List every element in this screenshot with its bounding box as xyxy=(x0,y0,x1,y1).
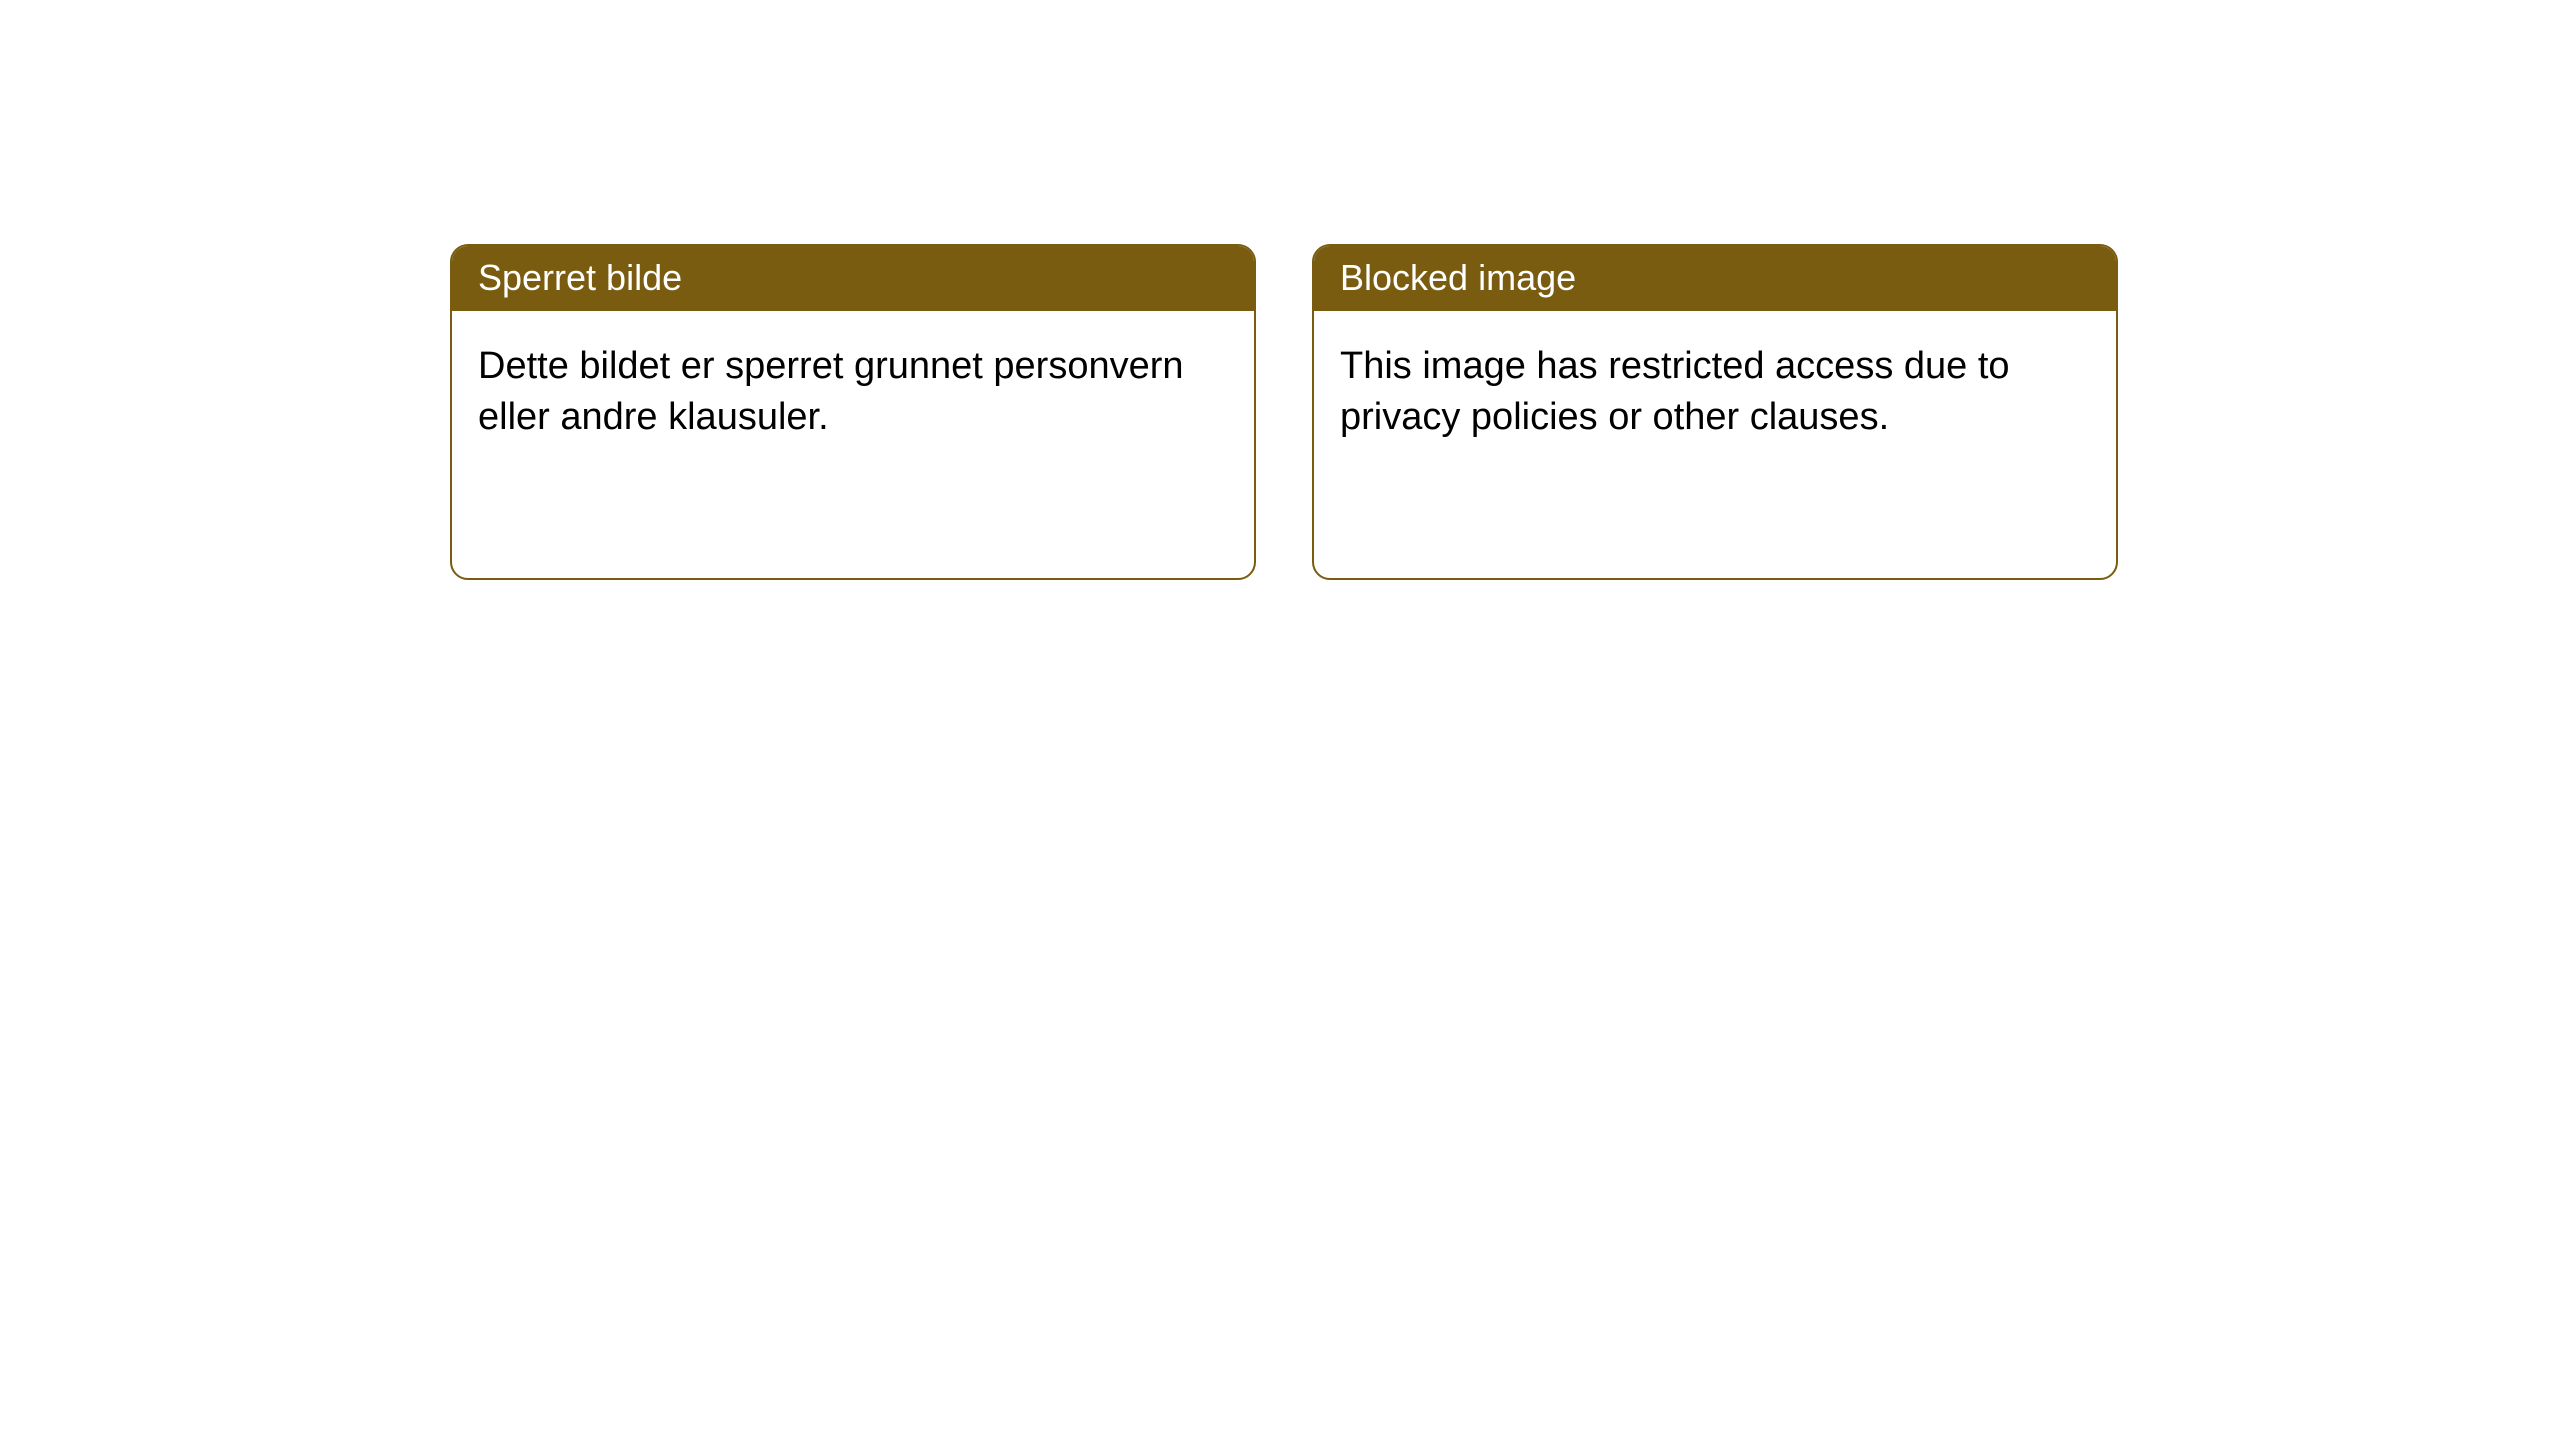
notice-cards-container: Sperret bilde Dette bildet er sperret gr… xyxy=(0,0,2560,580)
notice-card-title: Sperret bilde xyxy=(452,246,1254,311)
notice-card-body: Dette bildet er sperret grunnet personve… xyxy=(452,311,1254,474)
notice-card-title: Blocked image xyxy=(1314,246,2116,311)
notice-card-body: This image has restricted access due to … xyxy=(1314,311,2116,474)
notice-card-english: Blocked image This image has restricted … xyxy=(1312,244,2118,580)
notice-card-norwegian: Sperret bilde Dette bildet er sperret gr… xyxy=(450,244,1256,580)
